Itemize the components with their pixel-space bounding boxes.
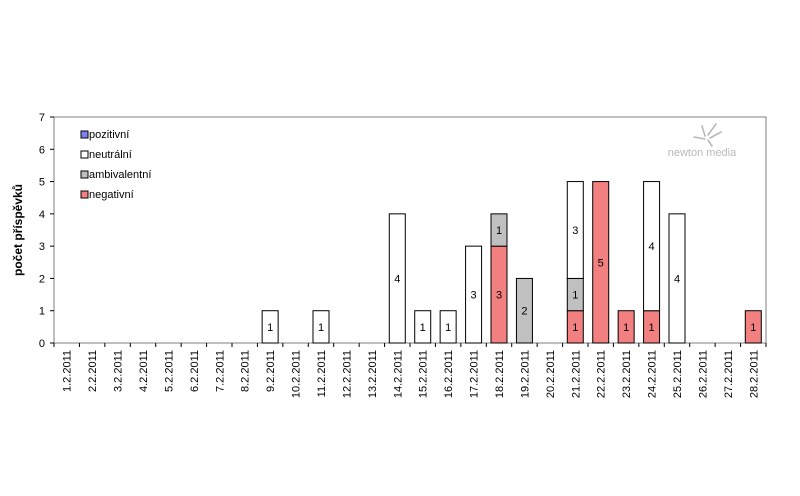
x-tick-label: 7.2.2011 bbox=[214, 350, 226, 392]
data-label: 1 bbox=[649, 322, 655, 334]
bar-segment bbox=[465, 245, 483, 344]
x-tick-label: 2.2.2011 bbox=[87, 350, 99, 392]
data-label: 3 bbox=[572, 225, 578, 237]
data-label: 3 bbox=[471, 290, 477, 302]
x-tick-label: 21.2.2011 bbox=[570, 350, 582, 398]
x-tick-label: 13.2.2011 bbox=[367, 350, 379, 398]
x-tick-label: 4.2.2011 bbox=[138, 350, 150, 392]
legend-label: neutrální bbox=[89, 149, 132, 161]
x-tick-label: 20.2.2011 bbox=[545, 350, 557, 398]
bar-segment bbox=[490, 213, 508, 247]
x-tick-label: 12.2.2011 bbox=[341, 350, 353, 398]
bar-segment bbox=[668, 213, 686, 344]
bar-segment bbox=[744, 310, 762, 344]
logo-text: newton media bbox=[668, 147, 737, 159]
data-label: 1 bbox=[496, 225, 502, 237]
y-tick-label: 7 bbox=[39, 112, 45, 124]
x-tick-label: 16.2.2011 bbox=[443, 350, 455, 398]
data-label: 1 bbox=[318, 322, 324, 334]
x-tick-label: 25.2.2011 bbox=[672, 350, 684, 398]
data-label: 1 bbox=[572, 290, 578, 302]
x-tick-label: 14.2.2011 bbox=[392, 350, 404, 398]
x-tick-label: 3.2.2011 bbox=[113, 350, 125, 392]
x-tick-label: 15.2.2011 bbox=[418, 350, 430, 398]
bar-segment bbox=[643, 181, 661, 312]
x-tick-label: 23.2.2011 bbox=[621, 350, 633, 398]
data-label: 3 bbox=[496, 290, 502, 302]
y-tick-label: 2 bbox=[39, 273, 45, 285]
legend-swatch bbox=[80, 190, 89, 199]
bar-segment bbox=[261, 310, 279, 344]
bar-segment bbox=[388, 213, 406, 344]
x-tick-label: 24.2.2011 bbox=[647, 350, 659, 398]
data-label: 4 bbox=[674, 273, 680, 285]
data-label: 5 bbox=[598, 257, 604, 269]
legend-swatch bbox=[80, 170, 89, 179]
data-label: 1 bbox=[420, 322, 426, 334]
legend-label: ambivalentní bbox=[89, 169, 151, 181]
y-tick-label: 4 bbox=[39, 209, 45, 221]
x-tick-label: 10.2.2011 bbox=[291, 350, 303, 398]
x-axis: 1.2.2011 2.2.2011 3.2.2011 4.2.2011 5.2.2011… bbox=[53, 343, 767, 398]
y-tick-label: 0 bbox=[39, 338, 45, 350]
data-label: 1 bbox=[445, 322, 451, 334]
x-tick-label: 28.2.2011 bbox=[748, 350, 760, 398]
legend-swatch bbox=[80, 130, 89, 139]
bar-segment bbox=[414, 310, 432, 344]
x-tick-label: 27.2.2011 bbox=[723, 350, 735, 398]
newton-media-logo: newton media bbox=[668, 123, 737, 159]
data-label: 1 bbox=[267, 322, 273, 334]
data-label: 1 bbox=[623, 322, 629, 334]
bar-segment bbox=[566, 181, 584, 279]
x-tick-label: 17.2.2011 bbox=[469, 350, 481, 398]
x-tick-label: 18.2.2011 bbox=[494, 350, 506, 398]
bar-segment bbox=[592, 181, 610, 344]
x-tick-label: 11.2.2011 bbox=[316, 350, 328, 397]
bars: 1 1 4 1 1 3 3 1 2 1 1 3 5 1 1 4 4 1 bbox=[261, 181, 762, 344]
x-tick-label: 5.2.2011 bbox=[163, 350, 175, 392]
x-tick-label: 8.2.2011 bbox=[240, 350, 252, 392]
data-label: 2 bbox=[521, 306, 527, 318]
y-axis: 0 1 2 3 4 5 6 7 bbox=[39, 112, 54, 350]
legend-swatch bbox=[80, 150, 89, 159]
bar-segment bbox=[515, 277, 533, 344]
y-tick-label: 6 bbox=[39, 144, 45, 156]
x-tick-label: 1.2.2011 bbox=[62, 350, 74, 392]
bar-segment bbox=[439, 310, 457, 344]
bar-segment bbox=[312, 310, 330, 344]
data-label: 1 bbox=[750, 322, 756, 334]
legend-label: negativní bbox=[89, 189, 134, 201]
x-tick-label: 22.2.2011 bbox=[596, 350, 608, 398]
x-tick-label: 6.2.2011 bbox=[189, 350, 201, 392]
legend-label: pozitivní bbox=[89, 129, 129, 141]
x-tick-label: 26.2.2011 bbox=[697, 350, 709, 398]
data-label: 1 bbox=[572, 322, 578, 334]
y-tick-label: 1 bbox=[39, 306, 45, 318]
y-tick-label: 5 bbox=[39, 177, 45, 189]
y-tick-label: 3 bbox=[39, 241, 45, 253]
bird-logo-icon bbox=[693, 123, 722, 147]
x-tick-label: 9.2.2011 bbox=[265, 350, 277, 392]
y-axis-label: počet příspěvků bbox=[11, 184, 25, 276]
bar-segment bbox=[617, 310, 635, 344]
x-tick-label: 19.2.2011 bbox=[519, 350, 531, 398]
legend: pozitivní neutrální ambivalentní negativní bbox=[80, 129, 151, 201]
data-label: 4 bbox=[394, 273, 400, 285]
data-label: 4 bbox=[649, 241, 655, 253]
